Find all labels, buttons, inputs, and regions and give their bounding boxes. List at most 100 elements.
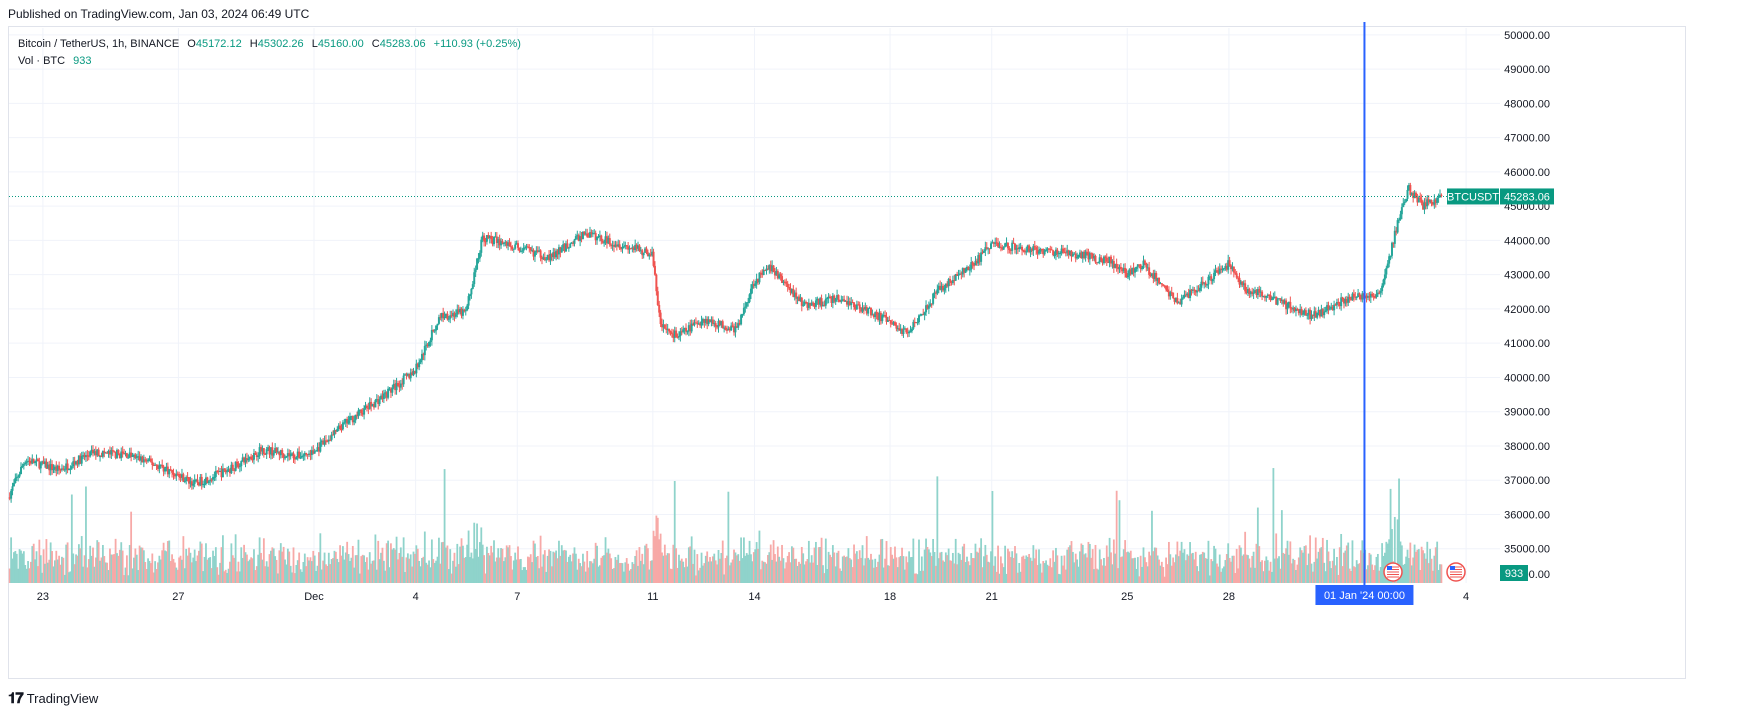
candle-body xyxy=(799,297,802,301)
candle-body xyxy=(468,294,471,297)
volume-bar xyxy=(476,523,478,583)
volume-bar xyxy=(101,544,104,583)
candle-body xyxy=(1403,201,1406,204)
candle-body xyxy=(697,323,700,325)
volume-bar xyxy=(207,557,210,583)
candle-body xyxy=(553,252,556,258)
candle-body xyxy=(93,451,96,454)
volume-bar xyxy=(360,556,363,583)
candle-body xyxy=(1279,298,1282,301)
candle-body xyxy=(764,270,767,272)
candle-body xyxy=(1287,301,1290,304)
candle-body xyxy=(360,409,363,414)
candle-body xyxy=(148,458,151,460)
candle-body xyxy=(809,302,812,306)
candle-body xyxy=(76,461,79,465)
volume-bar xyxy=(1433,555,1436,583)
volume-bar xyxy=(802,553,805,583)
volume-bar xyxy=(347,554,350,583)
candle-body xyxy=(140,456,143,461)
candle-body xyxy=(917,315,920,323)
candle-body xyxy=(536,250,539,252)
volume-bar xyxy=(141,547,144,583)
candle-body xyxy=(1355,297,1358,299)
volume-bar xyxy=(264,566,267,583)
candle-body xyxy=(716,326,719,328)
volume-bar xyxy=(1238,545,1241,583)
candle-body xyxy=(1110,256,1113,264)
volume-bar xyxy=(613,568,615,583)
volume-bar xyxy=(714,560,717,583)
volume-bar xyxy=(168,540,171,583)
candle-body xyxy=(381,395,384,400)
candle-body xyxy=(435,325,438,331)
volume-bar xyxy=(391,549,394,583)
candle-body xyxy=(1019,246,1022,248)
candle-body xyxy=(617,244,620,247)
candle-body xyxy=(1414,192,1417,198)
volume-bar xyxy=(762,561,765,583)
candle-body xyxy=(226,471,229,473)
volume-bar xyxy=(1234,572,1237,583)
chart-frame[interactable] xyxy=(8,26,1686,679)
volume-bar xyxy=(1382,555,1385,583)
candle-body xyxy=(878,312,881,320)
candle-body xyxy=(659,312,662,324)
volume-bar xyxy=(510,556,512,583)
candle-body xyxy=(933,292,936,294)
volume-bar xyxy=(549,550,552,583)
candle-body xyxy=(317,447,320,452)
candle-body xyxy=(893,322,896,326)
candle-body xyxy=(52,469,55,471)
candle-body xyxy=(944,283,947,289)
candle-body xyxy=(97,449,100,457)
volume-bar xyxy=(1049,558,1052,583)
candle-body xyxy=(909,331,912,333)
candle-body xyxy=(1390,242,1393,256)
candle-body xyxy=(1214,270,1217,273)
candle-body xyxy=(1429,200,1432,203)
volume-bar xyxy=(1117,568,1119,583)
candle-body xyxy=(570,242,573,244)
candle-body xyxy=(310,450,313,455)
candle-body xyxy=(1026,245,1029,252)
candle-body xyxy=(869,307,872,316)
candle-body xyxy=(1094,255,1097,263)
volume-bar xyxy=(906,562,909,583)
volume-bar xyxy=(305,566,308,583)
candle-body xyxy=(1146,267,1149,269)
volume-bar xyxy=(798,561,800,583)
volume-bar xyxy=(1417,549,1420,583)
volume-bar xyxy=(796,565,799,583)
volume-bar xyxy=(648,569,651,583)
volume-bar xyxy=(89,545,92,583)
volume-bar xyxy=(1400,545,1403,583)
candle-body xyxy=(790,289,793,293)
volume-bar xyxy=(186,555,189,583)
volume-bar xyxy=(887,565,889,583)
volume-bar xyxy=(932,538,935,583)
candle-body xyxy=(440,313,443,318)
candle-body xyxy=(1337,302,1340,304)
candle-body xyxy=(1230,265,1233,270)
candle-body xyxy=(1036,249,1039,254)
candle-body xyxy=(940,285,943,290)
volume-bar xyxy=(1328,561,1331,583)
candle-body xyxy=(351,416,354,423)
us-flag-icon xyxy=(1383,562,1403,582)
candle-body xyxy=(1206,284,1209,286)
footer[interactable]: 𝟏𝟕 TradingView xyxy=(8,690,98,707)
candle-body xyxy=(336,429,339,432)
volume-bar xyxy=(1084,553,1087,583)
volume-bar xyxy=(577,558,580,583)
candle-body xyxy=(1023,250,1026,253)
candle-body xyxy=(423,345,426,356)
volume-bar xyxy=(971,558,974,583)
volume-bar xyxy=(946,555,949,583)
volume-bar xyxy=(967,561,970,583)
volume-bar xyxy=(196,555,199,583)
volume-bar xyxy=(117,555,120,583)
candle-body xyxy=(495,236,498,244)
volume-bar xyxy=(720,552,723,583)
